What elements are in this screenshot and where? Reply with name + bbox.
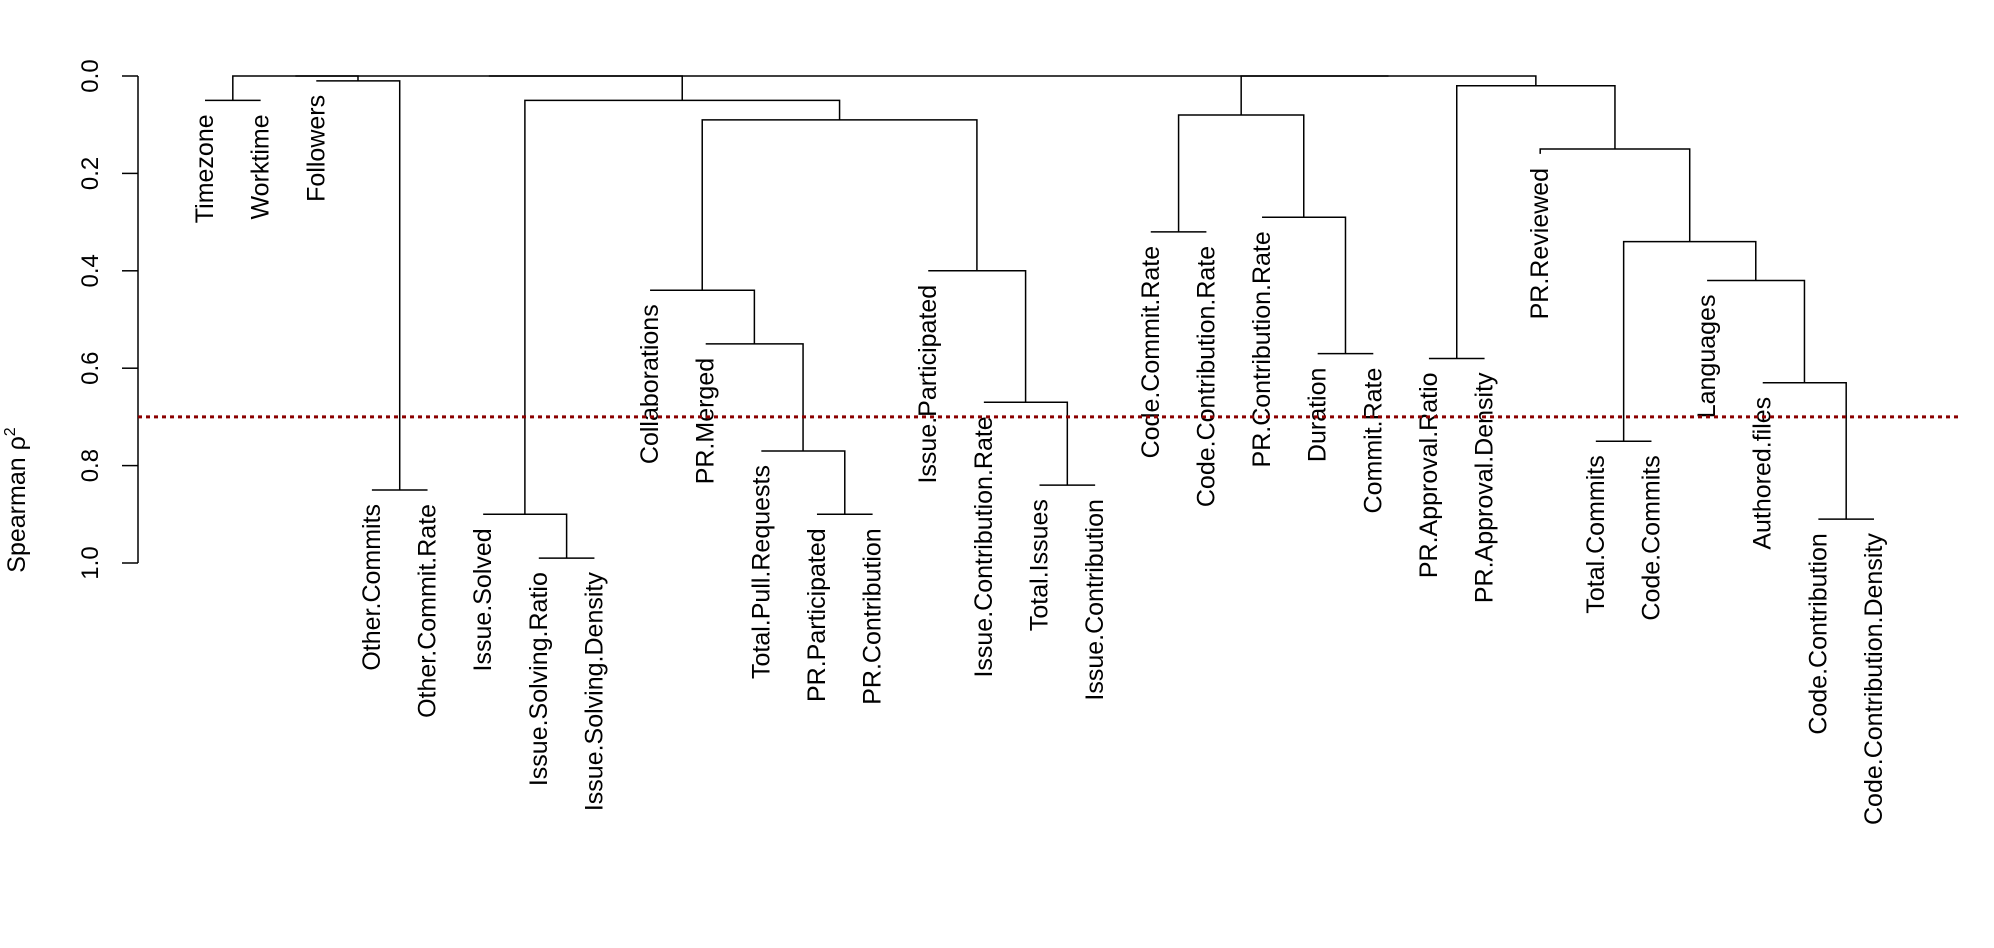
leaf-label: Code.Contribution (1804, 533, 1832, 735)
dendrogram-branch (1707, 279, 1806, 383)
dendrogram-branch (1762, 382, 1847, 520)
leaf-label: Code.Commit.Rate (1137, 246, 1165, 459)
leaf-label: Issue.Contribution.Rate (970, 416, 998, 677)
leaf-label: PR.Contribution.Rate (1248, 231, 1276, 467)
y-tick-label: 0.6 (77, 352, 104, 385)
y-axis-label: Spearman ρ2 (2, 427, 31, 573)
dendrogram-branch (761, 450, 846, 515)
leaf-label: PR.Merged (692, 358, 720, 484)
dendrogram-branch (705, 343, 804, 451)
y-tick-label: 0.2 (77, 157, 104, 190)
leaf-labels: Timezone Worktime Followers Other.Commits Ot… (191, 95, 1888, 825)
dendrogram-branch (483, 513, 568, 559)
dendrogram-branch (1262, 216, 1347, 354)
dendrogram-branch (295, 75, 683, 101)
leaf-label: Other.Commits (358, 504, 386, 671)
dendrogram-branches (205, 75, 1874, 559)
leaf-label: PR.Reviewed (1526, 168, 1554, 319)
dendrogram-branch (1177, 114, 1305, 232)
dendrogram-branch (232, 75, 359, 101)
dendrogram-branch (983, 401, 1069, 486)
leaf-label: Timezone (191, 114, 219, 223)
dendrogram-branch (1539, 148, 1691, 242)
leaf-label: Followers (302, 95, 330, 202)
leaf-label: Issue.Solving.Density (580, 572, 608, 812)
leaf-label: Total.Issues (1026, 499, 1054, 631)
leaf-label: Code.Commits (1637, 455, 1665, 620)
leaf-label: Total.Commits (1582, 455, 1610, 613)
dendrogram-branch (1622, 240, 1757, 442)
leaf-label: PR.Participated (803, 528, 831, 702)
y-tick-label: 0.8 (77, 449, 104, 482)
y-tick-label: 1.0 (77, 546, 104, 579)
leaf-label: Collaborations (636, 304, 664, 464)
dendrogram-branch (1240, 75, 1537, 115)
leaf-label: Issue.Participated (914, 285, 942, 484)
leaf-label: Code.Contribution.Rate (1192, 246, 1220, 507)
leaf-label: Worktime (247, 114, 275, 219)
leaf-label: Issue.Contribution (1081, 499, 1109, 701)
y-tick-label: 0.0 (77, 59, 104, 92)
y-tick-label: 0.4 (77, 254, 104, 287)
dendrogram-branch (650, 289, 756, 344)
leaf-label: Issue.Solved (469, 528, 497, 671)
leaf-label: Total.Pull.Requests (747, 465, 775, 679)
leaf-label: Authored.files (1749, 397, 1777, 550)
dendrogram-branch (928, 270, 1027, 403)
dendrogram-branch (524, 99, 841, 515)
leaf-label: Commit.Rate (1359, 368, 1387, 514)
dendrogram-branch (701, 119, 978, 291)
leaf-label: Other.Commit.Rate (414, 504, 442, 718)
leaf-label: PR.Approval.Density (1471, 372, 1499, 603)
leaf-label: PR.Contribution (859, 528, 887, 704)
leaf-label: Languages (1693, 295, 1721, 419)
leaf-label: Code.Contribution.Density (1860, 533, 1888, 825)
leaf-label: Issue.Solving.Ratio (525, 572, 553, 786)
leaf-label: PR.Approval.Ratio (1415, 372, 1443, 578)
dendrogram-branch (316, 80, 401, 490)
y-axis: 0.0 0.2 0.4 0.6 0.8 1.0 (77, 59, 139, 580)
leaf-label: Duration (1304, 368, 1332, 463)
